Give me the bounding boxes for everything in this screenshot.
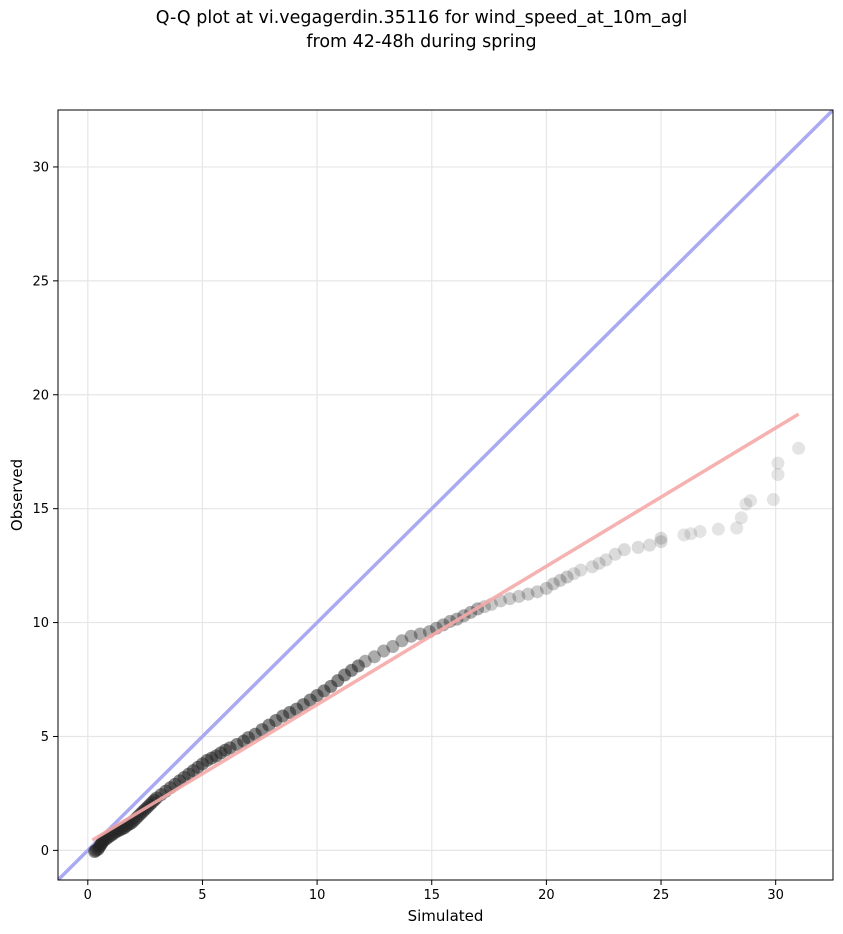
data-point (599, 553, 613, 567)
data-point (358, 654, 372, 668)
x-axis-ticks: 0 5 10 15 20 25 30 (84, 880, 784, 903)
data-point (560, 570, 574, 584)
data-point (730, 521, 744, 535)
reference-line (58, 110, 833, 880)
grid (58, 110, 833, 880)
data-point (404, 629, 418, 643)
data-point (739, 497, 753, 511)
data-point (792, 441, 806, 455)
y-tick-label: 5 (41, 730, 49, 745)
data-point (413, 627, 427, 641)
data-point (530, 585, 544, 599)
data-point (512, 589, 526, 603)
chart-title-line-2: from 42-48h during spring (306, 32, 537, 52)
data-point (521, 587, 535, 601)
data-point (395, 634, 409, 648)
data-point (654, 535, 668, 549)
data-point (643, 538, 657, 552)
plot-frame (57, 109, 834, 881)
scatter-points (88, 441, 806, 859)
fit-line (91, 412, 800, 842)
data-point (771, 456, 785, 470)
x-tick-label: 20 (538, 888, 555, 903)
data-point (734, 511, 748, 525)
data-point (743, 494, 757, 508)
data-point (771, 467, 785, 481)
data-point (608, 547, 622, 561)
data-point (711, 522, 725, 536)
y-tick-label: 30 (32, 160, 49, 175)
data-point (367, 650, 381, 664)
chart-title-line-1: Q-Q plot at vi.vegagerdin.35116 for wind… (155, 8, 688, 28)
data-point (377, 644, 391, 658)
data-point (574, 563, 588, 577)
y-tick-label: 25 (32, 274, 49, 289)
data-point (592, 556, 606, 570)
data-point (585, 560, 599, 574)
data-point (553, 573, 567, 587)
plot-area (58, 110, 833, 880)
x-tick-label: 10 (309, 888, 326, 903)
data-point (693, 524, 707, 538)
x-axis-label: Simulated (408, 907, 484, 925)
data-point (503, 592, 517, 606)
y-tick-label: 15 (32, 502, 49, 517)
y-axis-ticks: 0 5 10 15 20 25 30 (32, 160, 58, 859)
data-point (351, 659, 365, 673)
y-axis-label: Observed (8, 459, 26, 531)
y-tick-label: 0 (41, 844, 49, 859)
x-tick-label: 25 (653, 888, 670, 903)
data-point (617, 543, 631, 557)
data-point (631, 540, 645, 554)
y-tick-label: 20 (32, 388, 49, 403)
data-point (654, 531, 668, 545)
data-point (677, 528, 691, 542)
data-point (546, 577, 560, 591)
x-tick-label: 0 (84, 888, 92, 903)
data-point (567, 567, 581, 581)
data-point (386, 639, 400, 653)
data-point (684, 527, 698, 541)
data-point (539, 581, 553, 595)
x-tick-label: 5 (198, 888, 206, 903)
y-tick-label: 10 (32, 616, 49, 631)
x-tick-label: 30 (767, 888, 784, 903)
x-tick-label: 15 (423, 888, 440, 903)
data-point (766, 493, 780, 507)
